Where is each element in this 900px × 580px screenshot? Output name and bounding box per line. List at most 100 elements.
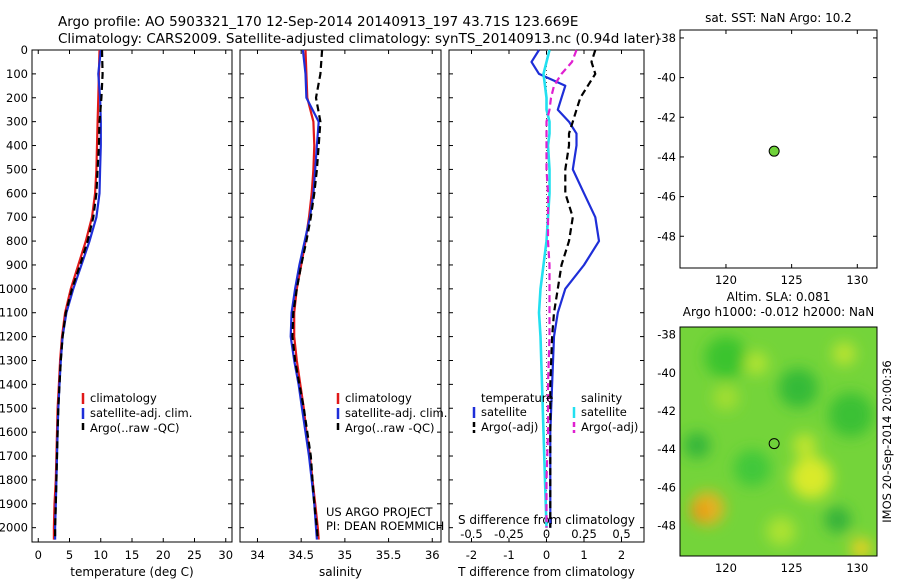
- sst-map-title: sat. SST: NaN Argo: 10.2: [705, 11, 852, 25]
- sla-heatmap-cell: [690, 502, 709, 522]
- difference-xtick-label: -1: [503, 548, 514, 562]
- difference-legend-title-temperature: temperature: [481, 391, 553, 405]
- depth-tick-label: 1600: [0, 425, 28, 439]
- sla-heatmap-cell: [850, 537, 872, 556]
- depth-tick-label: 100: [6, 67, 28, 81]
- temperature-line-2: [53, 49, 104, 540]
- depth-tick-label: 1100: [0, 306, 28, 320]
- temperature-xtick-label: 5: [66, 548, 73, 562]
- difference-legend-s-argo-label: Argo(-adj): [581, 420, 638, 434]
- depth-tick-label: 200: [6, 91, 28, 105]
- sst-map-lat-label: -40: [657, 71, 676, 85]
- depth-tick-label: 400: [6, 139, 28, 153]
- difference-legend-t-argo-label: Argo(-adj): [481, 420, 538, 434]
- temperature-xtick-label: 20: [156, 548, 171, 562]
- sla-heatmap-cell: [683, 432, 711, 459]
- depth-tick-label: 1400: [0, 377, 28, 391]
- diff-salinity-satellite: [537, 49, 551, 528]
- sla-map-title-line1: Altim. SLA: 0.081: [727, 290, 831, 304]
- sst-map-lat-label: -46: [657, 190, 676, 204]
- salinity-axis-label: salinity: [319, 565, 362, 579]
- temperature-axis-label: temperature (deg C): [70, 565, 193, 579]
- salinity-difference-tick-label: -0.25: [494, 527, 524, 541]
- depth-tick-label: 1700: [0, 449, 28, 463]
- depth-tick-label: 1800: [0, 473, 28, 487]
- sla-heatmap-cell: [790, 456, 833, 499]
- temperature-line-0: [52, 49, 101, 540]
- sst-map-lon-label: 120: [715, 273, 737, 287]
- temperature-xtick-label: 10: [93, 548, 108, 562]
- annotation-project: US ARGO PROJECT: [326, 505, 434, 519]
- salinity-difference-tick-label: 0: [543, 527, 550, 541]
- depth-tick-label: 900: [6, 258, 28, 272]
- depth-tick-label: 600: [6, 186, 28, 200]
- depth-tick-label: 0: [21, 43, 28, 57]
- sla-heatmap-cell: [824, 506, 851, 533]
- sla-heatmap-cell: [766, 516, 796, 546]
- sst-map-lat-label: -44: [657, 150, 676, 164]
- salinity-line-2: [291, 49, 324, 540]
- sla-map-lon-label: 130: [846, 561, 868, 575]
- depth-tick-label: 2000: [0, 521, 28, 535]
- sla-map-lat-label: -44: [657, 442, 676, 456]
- salinity-plot-frame: [239, 49, 442, 543]
- sla-heatmap-blobs: [683, 336, 874, 556]
- sst-map-lon-label: 125: [781, 273, 803, 287]
- sst-map-lat-label: -38: [657, 31, 676, 45]
- sla-map-title-line2: Argo h1000: -0.012 h2000: NaN: [683, 305, 875, 319]
- sla-heatmap-cell: [792, 433, 817, 458]
- depth-tick-label: 1000: [0, 282, 28, 296]
- temperature-legend-1-label: satellite-adj. clim.: [90, 406, 192, 420]
- depth-tick-label: 1300: [0, 353, 28, 367]
- sla-map-lat-label: -46: [657, 480, 676, 494]
- temperature-plot-frame: [31, 49, 233, 543]
- salinity-xtick-label: 35: [338, 548, 353, 562]
- sla-map-frame: [679, 326, 878, 557]
- salinity-legend-2-label: Argo(..raw -QC): [345, 421, 435, 435]
- sst-float-marker: [768, 145, 780, 157]
- sst-map-lon-label: 130: [846, 273, 868, 287]
- difference-xtick-label: 1: [580, 548, 587, 562]
- temperature-xtick-label: 15: [125, 548, 140, 562]
- sla-float-marker: [768, 438, 780, 450]
- salinity-difference-tick-label: -0.5: [460, 527, 482, 541]
- sla-map-lon-label: 120: [715, 561, 737, 575]
- salinity-line-0: [293, 49, 320, 540]
- diff-temperature-satellite: [530, 49, 601, 528]
- difference-xtick-label: 2: [618, 548, 625, 562]
- sla-map-lon-label: 125: [781, 561, 803, 575]
- depth-tick-label: 500: [6, 162, 28, 176]
- depth-tick-label: 300: [6, 115, 28, 129]
- salinity-legend-1-label: satellite-adj. clim.: [345, 406, 447, 420]
- sla-map-lat-label: -38: [657, 328, 676, 342]
- figure-title-line1: Argo profile: AO 5903321_170 12-Sep-2014…: [58, 14, 579, 30]
- diff-temperature-argo: [549, 49, 597, 528]
- temperature-xtick-label: 0: [35, 548, 42, 562]
- difference-legend-s-satellite-label: satellite: [581, 405, 627, 419]
- sla-heatmap-cell: [704, 336, 747, 379]
- salinity-xtick-label: 36: [425, 548, 440, 562]
- sla-heatmap-cell: [712, 384, 740, 411]
- sla-map-lat-label: -42: [657, 404, 676, 418]
- sla-map-lat-label: -40: [657, 366, 676, 380]
- sla-heatmap-cell: [778, 368, 818, 408]
- salinity-xtick-label: 34.5: [288, 548, 314, 562]
- sst-map-frame: [679, 29, 878, 269]
- sla-heatmap-cell: [733, 449, 771, 487]
- depth-tick-label: 1900: [0, 497, 28, 511]
- sla-heatmap-cell: [744, 351, 768, 376]
- difference-xtick-label: 0: [543, 548, 550, 562]
- sla-map-lat-label: -48: [657, 518, 676, 532]
- depth-tick-label: 1200: [0, 330, 28, 344]
- temperature-legend-2-label: Argo(..raw -QC): [90, 421, 180, 435]
- annotation-pi: PI: DEAN ROEMMICH: [326, 519, 444, 533]
- temperature-difference-axis-label: T difference from climatology: [457, 565, 635, 579]
- difference-legend-title-salinity: salinity: [581, 391, 622, 405]
- temperature-line-1: [53, 49, 102, 540]
- difference-xtick-label: -2: [466, 548, 477, 562]
- salinity-xtick-label: 34: [250, 548, 265, 562]
- temperature-xtick-label: 30: [218, 548, 233, 562]
- sst-map-lat-label: -48: [657, 229, 676, 243]
- sla-side-label: IMOS 20-Sep-2014 20:00:36: [880, 360, 894, 523]
